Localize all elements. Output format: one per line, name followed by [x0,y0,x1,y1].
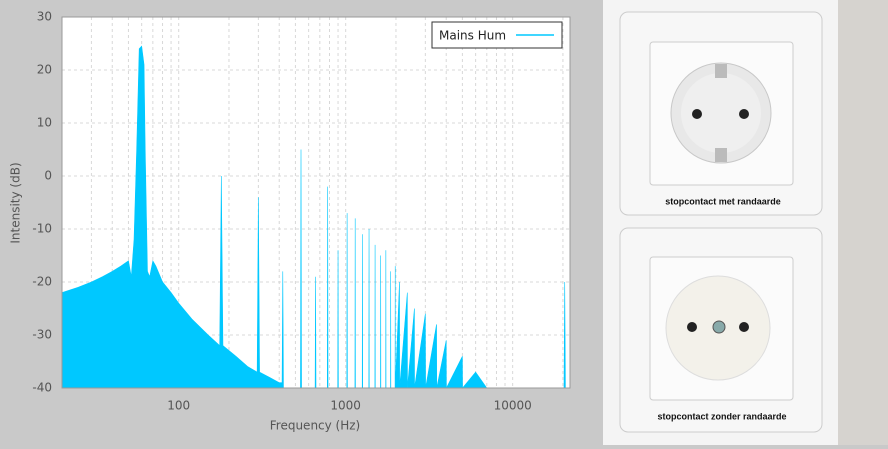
y-axis-label: Intensity (dB) [9,162,23,243]
earth-clip [715,64,727,78]
socket-hole [739,322,749,332]
y-tick-label: -10 [32,222,52,236]
socket-hole [692,109,702,119]
y-tick-label: 20 [37,63,52,77]
y-tick-label: 30 [37,10,52,24]
y-tick-label: 0 [44,169,52,183]
photo-caption: stopcontact zonder randaarde [657,411,786,421]
socket-screw [712,320,726,334]
socket-photo: stopcontact zonder randaarde [619,227,823,433]
legend-label: Mains Hum [439,29,506,43]
socket-photo: stopcontact met randaarde [619,11,823,216]
plot-border [61,16,571,389]
photo-caption: stopcontact met randaarde [665,196,781,206]
socket-hole [687,322,697,332]
side-strip [838,0,888,445]
x-axis-label: Frequency (Hz) [270,419,361,433]
x-tick-label: 100 [167,399,190,413]
x-tick-label: 1000 [330,399,361,413]
plot: 100 1000 10000 -40 -30 -20 -10 0 10 20 30 Mains Hum [32,10,571,413]
y-tick-label: -40 [32,381,52,395]
y-tick-label: 10 [37,116,52,130]
socket-hole [739,109,749,119]
y-tick-label: -30 [32,328,52,342]
x-tick-label: 10000 [494,399,532,413]
socket-inner [681,73,761,153]
earth-clip [715,148,727,162]
y-tick-label: -20 [32,275,52,289]
